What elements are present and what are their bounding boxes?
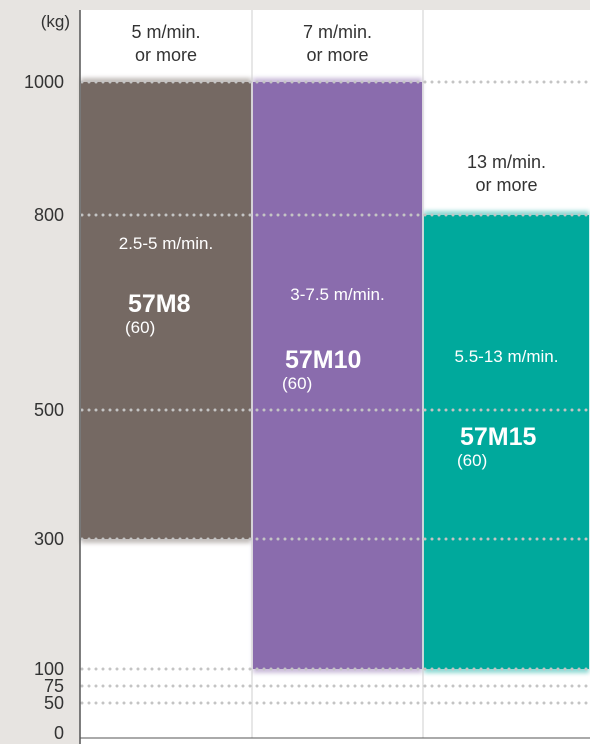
- column-header-line2: or more: [475, 175, 537, 195]
- bar-model-sub-label: (60): [457, 451, 487, 470]
- bar-57M15: [424, 215, 589, 669]
- gridlines: [80, 80, 590, 705]
- bar-57M10: [253, 82, 422, 669]
- bar-model-label: 57M8: [128, 290, 191, 318]
- bar-speed-label: 2.5-5 m/min.: [119, 234, 213, 253]
- column-header-line2: or more: [306, 45, 368, 65]
- column-header-line1: 5 m/min.: [131, 22, 200, 42]
- y-tick-label-50: 50: [44, 693, 64, 713]
- y-tick-label-1000: 1000: [24, 72, 64, 92]
- bar-model-sub-label: (60): [125, 318, 155, 337]
- column-header-line2: or more: [135, 45, 197, 65]
- y-unit-label: (kg): [41, 12, 70, 31]
- bar-labels: 2.5-5 m/min.57M8(60)3-7.5 m/min.57M10(60…: [119, 234, 559, 470]
- bar-model-label: 57M10: [285, 346, 361, 374]
- y-tick-label-500: 500: [34, 400, 64, 420]
- bar-57M8: [81, 82, 251, 539]
- y-tick-label-0: 0: [54, 723, 64, 743]
- bar-model-label: 57M15: [460, 423, 537, 451]
- y-tick-label-300: 300: [34, 529, 64, 549]
- bar-speed-label: 5.5-13 m/min.: [455, 347, 559, 366]
- bars: [81, 78, 589, 673]
- bar-model-sub-label: (60): [282, 374, 312, 393]
- y-tick-label-100: 100: [34, 659, 64, 679]
- column-header-line1: 7 m/min.: [303, 22, 372, 42]
- y-tick-label-800: 800: [34, 205, 64, 225]
- column-dividers: [251, 10, 424, 738]
- bar-speed-label: 3-7.5 m/min.: [290, 285, 384, 304]
- column-headers: 5 m/min. or more 7 m/min. or more 13 m/min. o…: [131, 22, 546, 195]
- column-header-line1: 13 m/min.: [467, 152, 546, 172]
- y-tick-label-75: 75: [44, 676, 64, 696]
